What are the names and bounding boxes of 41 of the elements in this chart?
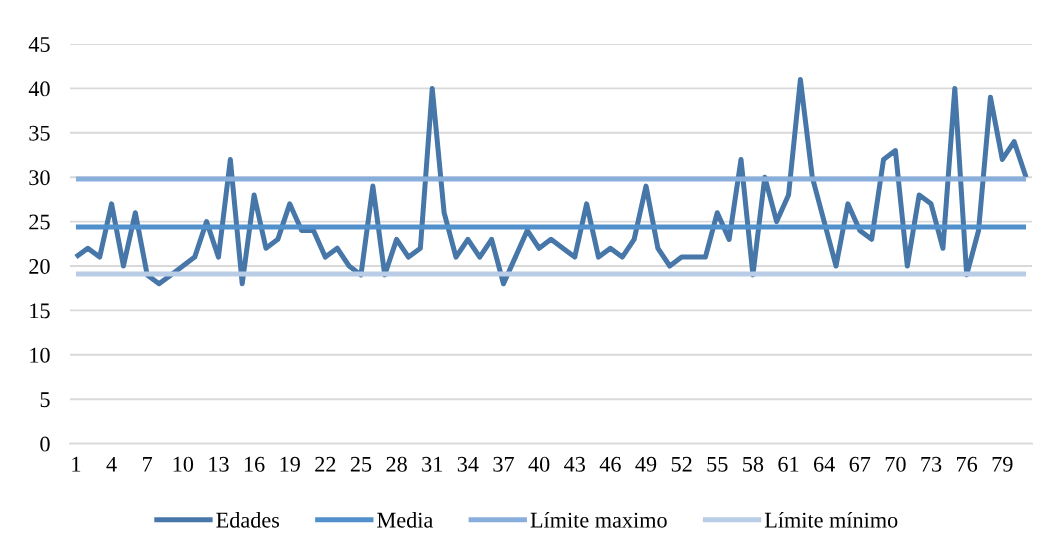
y-tick-label: 0 bbox=[40, 436, 50, 452]
y-tick-label: 25 bbox=[29, 214, 50, 230]
legend-label: Límite maximo bbox=[530, 511, 667, 528]
legend-label: Media bbox=[377, 511, 433, 528]
x-tick-label: 40 bbox=[528, 456, 550, 472]
y-tick-label: 5 bbox=[40, 392, 50, 408]
x-tick-label: 55 bbox=[707, 456, 728, 472]
x-tick-label: 43 bbox=[564, 456, 585, 472]
x-tick-label: 25 bbox=[350, 456, 372, 472]
y-tick-label: 35 bbox=[29, 125, 50, 141]
legend-label: Edades bbox=[216, 511, 280, 528]
x-tick-label: 76 bbox=[957, 456, 978, 472]
x-tick-label: 31 bbox=[422, 456, 443, 472]
y-tick-label: 15 bbox=[30, 303, 50, 319]
x-tick-label: 19 bbox=[280, 456, 300, 472]
x-tick-label: 22 bbox=[315, 456, 336, 472]
y-tick-label: 20 bbox=[29, 258, 50, 274]
x-tick-label: 37 bbox=[493, 456, 514, 472]
x-tick-label: 34 bbox=[457, 456, 479, 472]
x-tick-label: 16 bbox=[244, 456, 265, 472]
x-tick-label: 13 bbox=[209, 456, 229, 472]
x-tick-label: 4 bbox=[106, 456, 117, 472]
legend-label: Límite mínimo bbox=[764, 511, 898, 528]
y-tick-label: 30 bbox=[29, 170, 50, 186]
x-tick-label: 61 bbox=[778, 456, 799, 472]
y-tick-label: 45 bbox=[28, 37, 50, 52]
x-tick-label: 10 bbox=[173, 456, 194, 472]
x-tick-label: 52 bbox=[671, 456, 692, 472]
x-tick-label: 46 bbox=[599, 456, 621, 472]
x-tick-label: 1 bbox=[72, 456, 81, 472]
y-tick-label: 40 bbox=[28, 81, 50, 97]
x-tick-label: 73 bbox=[921, 456, 942, 472]
x-tick-label: 70 bbox=[885, 456, 906, 472]
x-tick-label: 7 bbox=[143, 456, 153, 472]
y-tick-label: 10 bbox=[30, 347, 50, 363]
x-tick-label: 28 bbox=[386, 456, 407, 472]
x-tick-label: 49 bbox=[635, 456, 657, 472]
x-tick-label: 64 bbox=[814, 456, 835, 472]
x-tick-label: 67 bbox=[849, 456, 871, 472]
x-tick-label: 79 bbox=[992, 456, 1013, 472]
x-tick-label: 58 bbox=[743, 456, 764, 472]
